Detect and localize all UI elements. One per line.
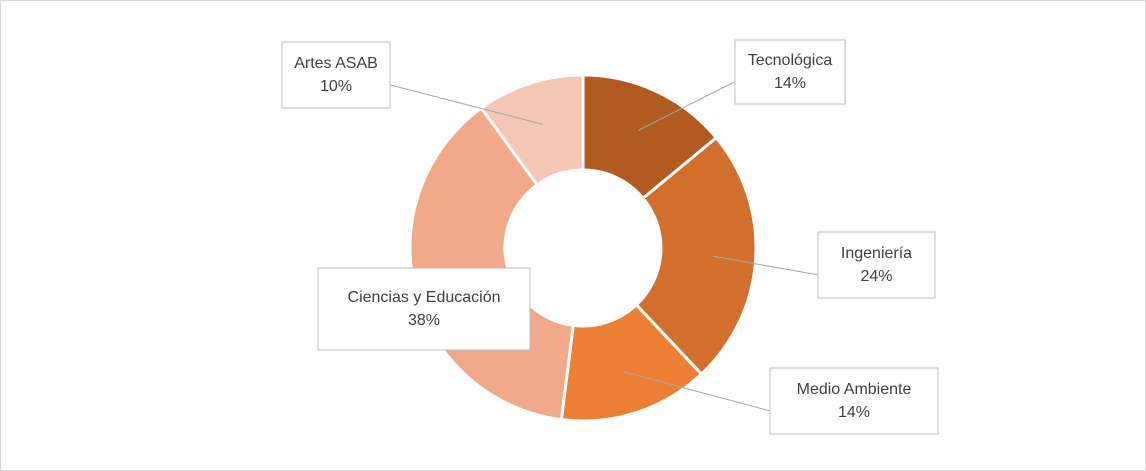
leader-line — [638, 81, 736, 131]
data-label-name: Ingeniería — [841, 245, 912, 262]
leader-line — [389, 84, 543, 125]
data-label-value: 14% — [838, 404, 870, 421]
data-label-value: 10% — [320, 78, 352, 95]
data-label-name: Medio Ambiente — [797, 381, 912, 398]
label-box — [817, 231, 936, 299]
donut-slice — [479, 73, 585, 187]
data-label-name: Tecnológica — [748, 52, 833, 69]
data-label-name: Artes ASAB — [294, 55, 378, 72]
label-box — [281, 41, 391, 109]
leader-line — [623, 371, 771, 412]
data-label-value: 14% — [774, 75, 806, 92]
label-box — [317, 267, 531, 351]
donut-slice — [634, 135, 758, 377]
data-label-value: 38% — [408, 312, 440, 329]
label-box — [769, 367, 939, 435]
label-box — [734, 39, 846, 105]
data-label-value: 24% — [860, 268, 892, 285]
leader-line — [712, 255, 819, 276]
data-label-name: Ciencias y Educación — [348, 289, 501, 306]
